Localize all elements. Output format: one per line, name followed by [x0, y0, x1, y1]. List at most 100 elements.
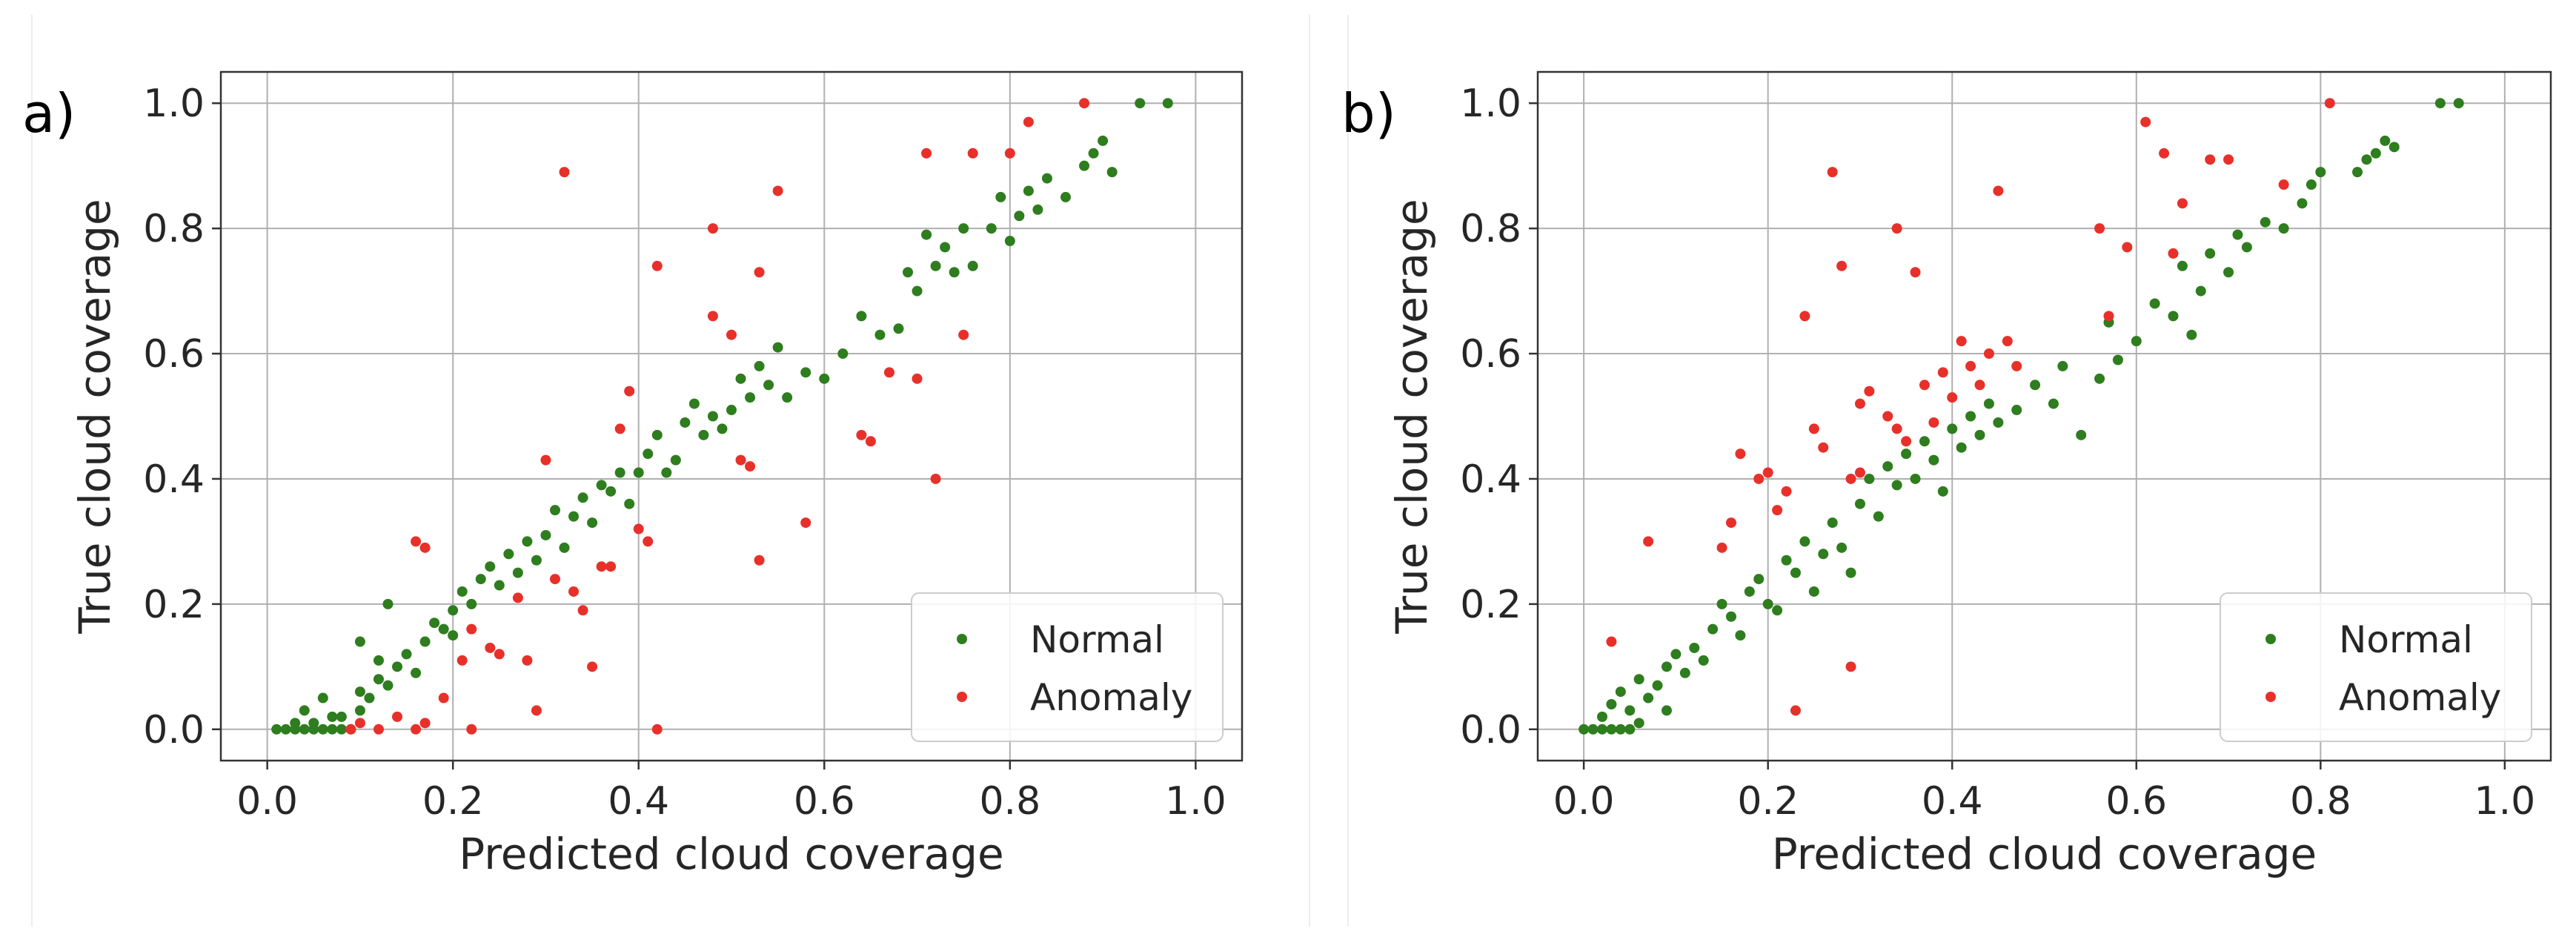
- data-point-normal: [457, 586, 468, 597]
- x-tick-label: 1.0: [2474, 779, 2536, 824]
- legend-marker-normal: [957, 634, 967, 644]
- data-point-normal: [624, 498, 635, 509]
- data-point-anomaly: [800, 517, 811, 529]
- data-point-anomaly: [1827, 167, 1838, 178]
- x-tick-label: 0.8: [979, 779, 1040, 824]
- data-point-normal: [726, 405, 737, 416]
- data-point-normal: [327, 724, 338, 735]
- data-point-normal: [930, 260, 941, 271]
- data-point-normal: [382, 598, 394, 609]
- data-point-normal: [1615, 724, 1626, 735]
- data-point-normal: [354, 705, 365, 716]
- data-point-anomaly: [1818, 442, 1829, 453]
- data-point-anomaly: [651, 724, 663, 735]
- data-point-normal: [717, 423, 728, 434]
- data-point-anomaly: [605, 561, 617, 572]
- data-point-normal: [364, 692, 375, 704]
- data-point-anomaly: [2324, 98, 2335, 109]
- data-point-anomaly: [494, 649, 505, 660]
- data-point-normal: [1587, 724, 1599, 735]
- data-point-normal: [1790, 567, 1801, 578]
- data-point-anomaly: [411, 536, 422, 547]
- data-point-normal: [1624, 724, 1636, 735]
- data-point-normal: [2370, 148, 2381, 159]
- data-point-normal: [1088, 148, 1099, 159]
- data-point-anomaly: [2168, 248, 2179, 259]
- data-point-normal: [707, 411, 718, 422]
- data-point-normal: [893, 323, 904, 334]
- data-point-anomaly: [1845, 473, 1856, 484]
- data-point-anomaly: [1004, 148, 1015, 159]
- data-point-anomaly: [967, 148, 978, 159]
- data-point-normal: [1098, 135, 1109, 146]
- data-point-anomaly: [912, 373, 923, 384]
- data-point-normal: [1041, 173, 1052, 184]
- data-point-anomaly: [2278, 179, 2289, 191]
- data-point-anomaly: [624, 385, 635, 397]
- data-point-normal: [2278, 223, 2289, 234]
- data-point-anomaly: [1735, 449, 1746, 460]
- data-point-anomaly: [2159, 148, 2170, 159]
- data-point-anomaly: [2223, 154, 2234, 165]
- data-point-normal: [290, 718, 301, 729]
- data-point-normal: [2352, 167, 2363, 178]
- plot-frame: [1536, 70, 2552, 762]
- data-point-anomaly: [1845, 661, 1856, 672]
- data-point-normal: [1633, 674, 1644, 685]
- data-point-anomaly: [651, 260, 663, 271]
- data-point-normal: [1891, 480, 1902, 491]
- legend: Normal Anomaly: [2220, 592, 2532, 742]
- data-point-anomaly: [531, 705, 542, 716]
- data-point-normal: [429, 618, 440, 629]
- data-point-anomaly: [373, 724, 384, 735]
- data-point-anomaly: [1947, 392, 1958, 403]
- data-point-normal: [698, 429, 709, 440]
- data-point-normal: [1615, 686, 1626, 698]
- data-point-anomaly: [438, 692, 449, 704]
- data-point-normal: [1873, 511, 1884, 522]
- data-point-normal: [1799, 536, 1810, 547]
- data-point-normal: [522, 536, 533, 547]
- data-point-normal: [903, 267, 914, 278]
- data-point-normal: [1864, 473, 1875, 484]
- panel-divider-left: [31, 15, 33, 927]
- data-point-normal: [680, 417, 691, 428]
- data-point-anomaly: [419, 542, 431, 553]
- data-point-normal: [577, 492, 588, 503]
- data-point-anomaly: [707, 223, 718, 234]
- data-point-anomaly: [633, 523, 644, 534]
- y-tick-label: 1.0: [143, 82, 205, 126]
- panel-divider-right: [1347, 15, 1349, 927]
- data-point-normal: [382, 680, 394, 691]
- data-point-normal: [2057, 360, 2068, 371]
- data-point-anomaly: [568, 586, 580, 597]
- data-point-normal: [299, 705, 310, 716]
- data-point-normal: [438, 623, 449, 635]
- data-point-normal: [475, 574, 486, 585]
- data-point-normal: [967, 260, 978, 271]
- data-point-normal: [1670, 649, 1682, 660]
- data-point-normal: [2048, 398, 2059, 409]
- data-point-anomaly: [643, 536, 654, 547]
- data-point-anomaly: [512, 592, 523, 603]
- data-point-anomaly: [754, 555, 765, 566]
- data-point-normal: [448, 605, 459, 616]
- data-point-anomaly: [2122, 242, 2133, 253]
- data-point-normal: [754, 360, 765, 371]
- data-point-normal: [485, 561, 496, 572]
- data-point-anomaly: [457, 655, 468, 666]
- data-point-normal: [1596, 711, 1607, 722]
- data-point-normal: [2112, 354, 2123, 365]
- data-point-anomaly: [1910, 267, 1921, 278]
- data-point-anomaly: [1836, 260, 1848, 271]
- data-point-normal: [271, 724, 282, 735]
- data-point-anomaly: [522, 655, 533, 666]
- y-tick-label: 0.6: [1460, 332, 1521, 377]
- data-point-normal: [1106, 167, 1118, 178]
- data-point-normal: [568, 511, 580, 522]
- data-point-anomaly: [587, 661, 598, 672]
- data-point-normal: [1845, 567, 1856, 578]
- data-point-anomaly: [726, 329, 737, 340]
- data-point-normal: [2241, 242, 2252, 253]
